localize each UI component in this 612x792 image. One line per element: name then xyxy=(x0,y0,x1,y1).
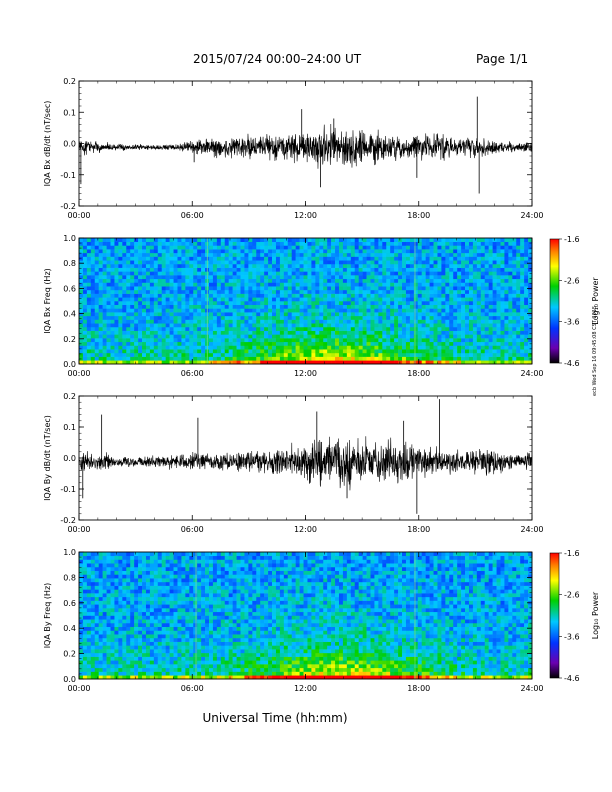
colorbar-tick-label: -2.6 xyxy=(564,591,580,600)
y-axis-label: IQA Bx Freq (Hz) xyxy=(43,268,52,334)
y-tick-label: 0.6 xyxy=(63,284,76,293)
x-tick-label: 06:00 xyxy=(181,525,204,534)
y-tick-label: 0.8 xyxy=(63,573,76,582)
y-tick-label: 0.2 xyxy=(63,77,76,86)
colorbar-tick-label: -1.6 xyxy=(564,235,580,244)
colorbar-tick-label: -4.6 xyxy=(564,359,580,368)
x-tick-label: 06:00 xyxy=(181,684,204,693)
y-tick-label: 0.0 xyxy=(63,454,76,463)
plot-frame xyxy=(78,551,533,680)
y-tick-label: 0.0 xyxy=(63,140,76,149)
x-tick-label: 24:00 xyxy=(520,525,543,534)
plot-frame xyxy=(78,80,533,207)
colorbar-tick-label: -3.6 xyxy=(564,318,580,327)
colorbar-scale xyxy=(549,552,560,679)
x-tick-label: 12:00 xyxy=(294,369,317,378)
plot-frame xyxy=(78,237,533,365)
y-tick-label: -0.1 xyxy=(60,171,76,180)
plot-frame xyxy=(78,395,533,521)
x-tick-label: 24:00 xyxy=(520,684,543,693)
x-tick-label: 18:00 xyxy=(407,684,430,693)
y-tick-label: 0.8 xyxy=(63,259,76,268)
x-tick-label: 12:00 xyxy=(294,525,317,534)
x-tick-label: 24:00 xyxy=(520,369,543,378)
y-tick-label: 0.4 xyxy=(63,310,76,319)
y-tick-label: 1.0 xyxy=(63,234,76,243)
x-tick-label: 18:00 xyxy=(407,369,430,378)
x-tick-label: 12:00 xyxy=(294,684,317,693)
signal-trace xyxy=(78,123,533,169)
y-tick-label: -0.2 xyxy=(60,516,76,525)
colorbar-tick-label: -2.6 xyxy=(564,276,580,285)
x-tick-label: 24:00 xyxy=(520,211,543,220)
y-tick-label: 0.6 xyxy=(63,599,76,608)
page-number: Page 1/1 xyxy=(476,52,529,66)
spectrogram-cells xyxy=(79,552,533,680)
y-axis-label: IQA Bx dB/dt (nT/sec) xyxy=(43,101,52,187)
x-tick-label: 18:00 xyxy=(407,211,430,220)
colorbar-label: Log₁₀ Power xyxy=(591,277,600,325)
y-axis-label: IQA By dB/dt (nT/sec) xyxy=(43,415,52,501)
x-tick-label: 00:00 xyxy=(67,211,90,220)
panel-4-axes: 00:00 06:00 12:00 18:00 24:00 0.0 0.2 0.4 0.6 0.8… xyxy=(43,548,544,693)
x-tick-label: 18:00 xyxy=(407,525,430,534)
colorbar-tick-label: -1.6 xyxy=(564,549,580,558)
y-tick-label: 0.2 xyxy=(63,650,76,659)
y-tick-label: -0.2 xyxy=(60,202,76,211)
y-tick-label: 0.0 xyxy=(63,360,76,369)
y-tick-label: 0.2 xyxy=(63,392,76,401)
y-tick-label: 0.1 xyxy=(63,108,76,117)
page-title: 2015/07/24 00:00–24:00 UT xyxy=(193,52,362,66)
x-tick-label: 06:00 xyxy=(181,211,204,220)
panel-3-axes: 00:00 06:00 12:00 18:00 24:00 -0.2 -0.1 0.0 0.1 0… xyxy=(43,392,544,534)
print-stamp: ecb Wed Sep 16 09:45:08 CST 2015 xyxy=(592,305,598,396)
y-tick-label: 0.4 xyxy=(63,624,76,633)
y-tick-label: 0.0 xyxy=(63,675,76,684)
y-tick-label: 0.2 xyxy=(63,335,76,344)
colorbar-label: Log₁₀ Power xyxy=(591,591,600,639)
y-axis-label: IQA By Freq (Hz) xyxy=(43,583,52,649)
x-tick-label: 06:00 xyxy=(181,369,204,378)
x-tick-label: 00:00 xyxy=(67,369,90,378)
signal-trace xyxy=(78,436,533,491)
colorbar: -1.6 -2.6 -3.6 -4.6 Log₁₀ Power xyxy=(549,235,600,368)
panel-2-axes: 00:00 06:00 12:00 18:00 24:00 0.0 0.2 0.4 0.6 0.8… xyxy=(43,234,544,378)
x-axis-title: Universal Time (hh:mm) xyxy=(202,711,347,725)
colorbar: -1.6 -2.6 -3.6 -4.6 Log₁₀ Power xyxy=(549,549,600,683)
y-tick-label: 1.0 xyxy=(63,548,76,557)
x-tick-label: 00:00 xyxy=(67,684,90,693)
panel-1-axes: 00:00 06:00 12:00 18:00 24:00 -0.2 -0.1 0.0 0.1 0… xyxy=(43,77,544,220)
colorbar-tick-label: -3.6 xyxy=(564,632,580,641)
colorbar-scale xyxy=(549,238,560,364)
spectrogram-cells xyxy=(79,238,533,365)
x-tick-label: 12:00 xyxy=(294,211,317,220)
colorbar-tick-label: -4.6 xyxy=(564,674,580,683)
x-tick-label: 00:00 xyxy=(67,525,90,534)
y-tick-label: -0.1 xyxy=(60,485,76,494)
y-tick-label: 0.1 xyxy=(63,423,76,432)
